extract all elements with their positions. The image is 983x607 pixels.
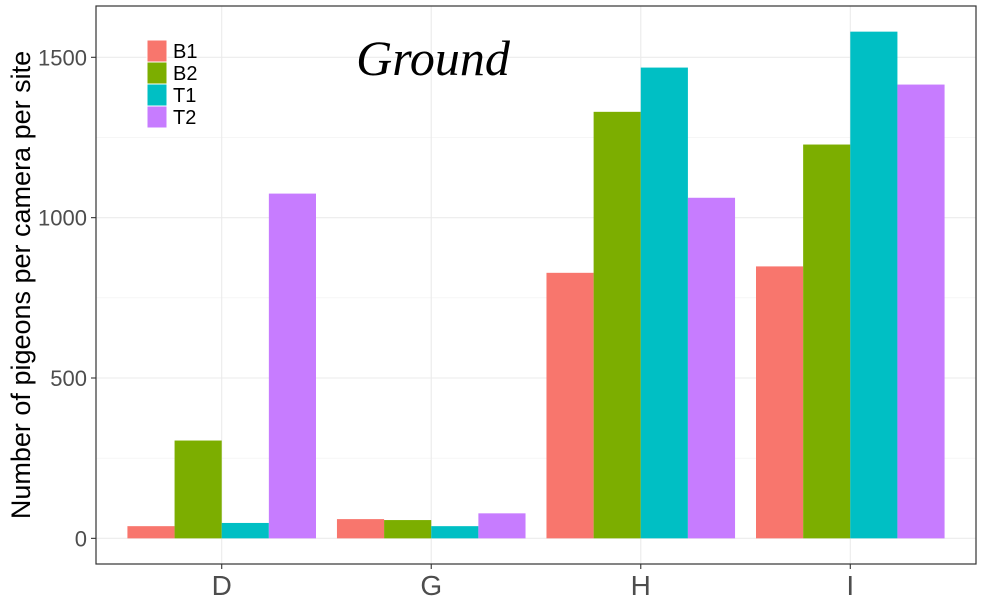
bar-t1-d	[221, 522, 269, 539]
legend-label-b2: B2	[173, 63, 197, 85]
bar-t1-g	[431, 526, 479, 539]
bar-t2-d	[268, 193, 316, 539]
legend-key-t2	[146, 105, 168, 129]
y-tick-label: 500	[50, 366, 87, 391]
bar-t2-g	[478, 513, 526, 539]
plot-border	[95, 5, 977, 565]
bar-t2-h	[687, 197, 736, 539]
bar-b1-g	[336, 519, 385, 539]
legend-key-b2	[146, 61, 168, 85]
bar-b2-g	[384, 520, 432, 539]
y-axis-label: Number of pigeons per camera per site	[6, 51, 36, 519]
bar-b2-d	[174, 440, 222, 539]
bar-b1-i	[756, 266, 804, 539]
x-tick-label: D	[212, 570, 232, 601]
bar-t1-h	[640, 67, 688, 539]
bar-t1-i	[850, 31, 898, 539]
y-axis: 0 500 1000 1500	[38, 45, 96, 551]
legend-key-b1	[146, 39, 168, 63]
chart-title: Ground	[356, 30, 511, 86]
y-tick-label: 1500	[38, 45, 87, 70]
bars	[127, 31, 945, 539]
y-tick-label: 1000	[38, 206, 87, 231]
bar-t2-i	[897, 84, 945, 539]
legend-label-t1: T1	[173, 85, 196, 107]
bar-b1-h	[546, 272, 594, 539]
bar-b2-i	[803, 144, 851, 539]
x-tick-label: H	[631, 570, 651, 601]
bar-b2-h	[593, 111, 641, 539]
bar-b1-d	[127, 526, 175, 539]
y-tick-label: 0	[75, 526, 87, 551]
legend-key-t1	[146, 83, 168, 107]
legend-label-b1: B1	[173, 41, 197, 63]
x-tick-label: I	[846, 570, 854, 601]
legend-label-t2: T2	[173, 107, 196, 129]
x-tick-label: G	[420, 570, 442, 601]
